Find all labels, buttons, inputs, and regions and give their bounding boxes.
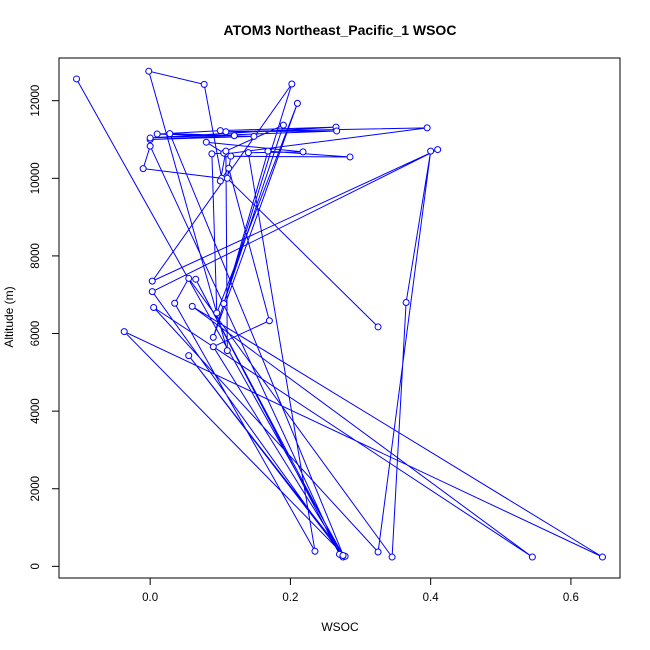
- data-point: [230, 132, 238, 140]
- series-layer: [73, 67, 606, 561]
- data-point: [166, 130, 174, 138]
- data-point: [148, 288, 156, 296]
- data-point: [374, 548, 382, 556]
- data-point: [293, 99, 301, 107]
- data-point: [188, 302, 196, 310]
- x-tick-label: 0.6: [563, 592, 579, 604]
- x-tick-label: 0.0: [142, 592, 158, 604]
- y-axis: 0 2000 4000 6000 8000 10000 12000: [30, 85, 60, 570]
- data-point: [222, 147, 230, 155]
- y-tick-label: 6000: [30, 321, 42, 347]
- series-line: [76, 70, 603, 559]
- y-tick-label: 2000: [30, 476, 42, 502]
- data-point: [388, 553, 396, 561]
- data-point: [225, 164, 233, 172]
- data-point: [374, 323, 382, 331]
- data-point: [434, 146, 442, 154]
- data-point: [402, 298, 410, 306]
- data-point: [223, 174, 231, 182]
- y-tick-label: 8000: [30, 243, 42, 269]
- data-point: [208, 150, 216, 158]
- data-point: [202, 138, 210, 146]
- y-tick-label: 12000: [30, 85, 42, 117]
- data-point: [279, 121, 287, 129]
- data-point: [220, 300, 228, 308]
- data-point: [222, 128, 230, 136]
- data-point: [209, 333, 217, 341]
- x-axis-label: WSOC: [321, 620, 359, 634]
- data-point: [153, 130, 161, 138]
- chart-title: ATOM3 Northeast_Pacific_1 WSOC: [224, 22, 457, 38]
- data-point: [200, 80, 208, 88]
- data-point: [120, 328, 128, 336]
- data-point: [209, 343, 217, 351]
- x-axis: 0.0 0.2 0.4 0.6: [142, 577, 579, 604]
- data-point: [427, 147, 435, 155]
- data-point: [339, 551, 347, 559]
- data-point: [598, 553, 606, 561]
- data-point: [73, 75, 81, 83]
- y-tick-label: 0: [30, 563, 42, 569]
- data-point: [299, 148, 307, 156]
- y-axis-label: Altitude (m): [2, 286, 16, 347]
- data-point: [150, 304, 158, 312]
- data-point: [216, 127, 224, 135]
- x-tick-label: 0.4: [423, 592, 440, 604]
- data-point: [264, 147, 272, 155]
- data-point: [223, 347, 231, 355]
- data-point: [333, 127, 341, 135]
- data-point: [139, 165, 147, 173]
- data-point: [265, 317, 273, 325]
- data-point: [423, 124, 431, 132]
- data-point: [528, 553, 536, 561]
- data-point: [192, 275, 200, 283]
- data-point: [346, 153, 354, 161]
- y-tick-label: 10000: [30, 162, 42, 194]
- data-point: [288, 80, 296, 88]
- data-point: [171, 299, 179, 307]
- data-point: [216, 177, 224, 185]
- data-point: [148, 277, 156, 285]
- data-point: [250, 132, 258, 140]
- data-point: [311, 547, 319, 555]
- data-point: [213, 309, 221, 317]
- y-tick-label: 4000: [30, 398, 42, 424]
- data-point: [145, 67, 153, 75]
- data-point: [146, 134, 154, 142]
- data-point: [185, 352, 193, 360]
- data-point: [244, 149, 252, 157]
- x-tick-label: 0.2: [282, 592, 298, 604]
- data-point: [185, 274, 193, 282]
- data-point: [227, 152, 235, 160]
- data-point: [146, 142, 154, 150]
